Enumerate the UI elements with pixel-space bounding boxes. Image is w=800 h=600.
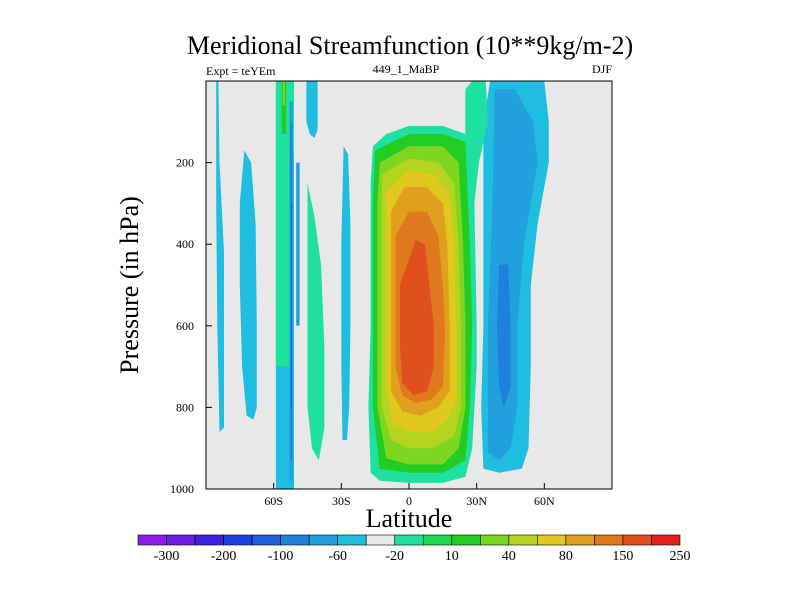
x-axis-label: Latitude [366,504,453,533]
colorbar-swatch [280,534,310,546]
colorbar-label: 80 [559,549,573,564]
contour-region-cell-redorange [400,240,434,396]
y-tick-label: 600 [176,319,194,333]
colorbar-swatch [337,534,367,546]
case-label: 449_1_MaBP [373,62,440,76]
y-axis-label: Pressure (in hPa) [115,196,144,374]
contour-region-50S-column-yellowgreen [282,81,285,106]
colorbar-label: -20 [385,549,404,564]
contour-region-30S-band [341,146,351,441]
x-tick-label: 30S [332,494,351,508]
colorbar-swatch [137,534,167,546]
contour-region-45S-lower-band [307,183,325,461]
colorbar-labels: -300 -200 -100 -60 -20 10 40 80 150 250 [154,549,691,564]
contour-region-50S-column-blue3 [290,203,292,408]
contour-regions [216,81,549,489]
x-tick-label: 60S [264,494,283,508]
colorbar-swatch [166,534,196,546]
chart-title: Meridional Streamfunction (10**9kg/m-2) [187,31,633,60]
colorbar-swatch [594,534,624,546]
colorbar-swatch [451,534,481,546]
colorbar [137,534,681,546]
colorbar-swatch [194,534,224,546]
season-label: DJF [592,62,612,76]
contour-region-60S-southern-band [239,150,257,420]
y-axis-ticks: 200 400 600 800 1000 [170,156,212,496]
contour-region-westmost-narrow [216,81,224,432]
y-tick-label: 400 [176,237,194,251]
colorbar-label: -100 [268,549,294,564]
colorbar-swatch [365,534,396,546]
experiment-label: Expt = teYEm [206,64,276,78]
y-tick-label: 1000 [170,482,194,496]
y-tick-label: 200 [176,156,194,170]
colorbar-label: 40 [502,549,516,564]
y-tick-label: 800 [176,400,194,414]
colorbar-label: -300 [154,549,180,564]
colorbar-label: -200 [211,549,237,564]
x-tick-label: 30N [466,494,487,508]
colorbar-swatch [308,534,338,546]
colorbar-label: -60 [328,549,347,564]
contour-region-45S-upper [306,81,318,139]
x-tick-label: 60N [534,494,555,508]
colorbar-swatch [565,534,595,546]
colorbar-swatch [251,534,281,546]
contour-region-south-blue-left [296,162,300,326]
colorbar-label: 150 [612,549,633,564]
x-tick-label: 0 [406,494,412,508]
colorbar-swatch [508,534,538,546]
contour-region-north-blue-inner [497,264,511,408]
x-axis-ticks: 60S 30S 0 30N 60N [264,483,555,508]
colorbar-swatch [223,534,253,546]
colorbar-swatch [622,534,652,546]
colorbar-swatch [422,534,453,546]
colorbar-label: 250 [670,549,691,564]
colorbar-swatch [651,534,681,546]
colorbar-swatch [394,534,424,546]
colorbar-swatch [537,534,567,546]
colorbar-swatch [480,534,510,546]
colorbar-label: 10 [445,549,459,564]
